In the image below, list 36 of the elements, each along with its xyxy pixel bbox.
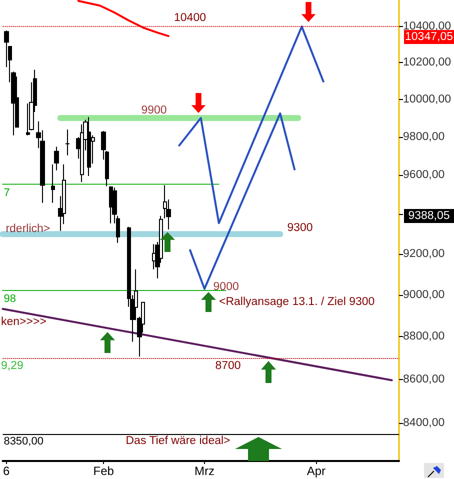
candlestick bbox=[65, 129, 70, 156]
text: 10347,05 bbox=[405, 31, 453, 43]
y-tick-label: 9600,00 bbox=[403, 169, 445, 182]
annotation: Das Tief wäre ideal> bbox=[126, 435, 231, 447]
y-tick-label: 10000,00 bbox=[403, 93, 452, 106]
annotation: 9,29 bbox=[1, 360, 24, 372]
x-tick-label: Feb bbox=[93, 464, 114, 478]
line-series bbox=[77, 0, 170, 38]
text: 9388,05 bbox=[408, 210, 450, 222]
series-label: 98 bbox=[4, 292, 16, 305]
ref-line-label: 8350,00 bbox=[4, 436, 44, 448]
candlestick bbox=[87, 116, 91, 176]
y-tick-label: 9000,00 bbox=[403, 288, 445, 301]
x-tick-label: 6 bbox=[2, 464, 10, 478]
annotation: 9900 bbox=[141, 104, 167, 116]
y-tick-label: 8800,00 bbox=[403, 330, 445, 343]
candlestick bbox=[54, 146, 59, 171]
annotation: rderlich> bbox=[6, 223, 50, 236]
annotation: ken>>>> bbox=[1, 316, 47, 328]
annotation: 9000 bbox=[213, 281, 239, 294]
y-tick-label: 9200,00 bbox=[403, 248, 445, 260]
candlestick bbox=[80, 124, 84, 182]
candlestick bbox=[109, 186, 113, 224]
y-tick-label: 9800,00 bbox=[403, 130, 445, 143]
y-tick-label: 10400,00 bbox=[403, 20, 452, 33]
candlestick bbox=[51, 164, 55, 204]
annotation: 10400 bbox=[174, 12, 206, 24]
x-tick-label: Mrz bbox=[194, 464, 214, 478]
x-tick-label: Apr bbox=[306, 464, 326, 478]
annotation: 9300 bbox=[287, 222, 313, 234]
y-tick-label: 8400,00 bbox=[403, 417, 445, 430]
annotation: <Rallyansage 13.1. / Ziel 9300 bbox=[219, 296, 375, 308]
annotation: 8700 bbox=[215, 360, 241, 372]
y-tick-label: 10200,00 bbox=[403, 56, 452, 69]
series-label: 7 bbox=[4, 186, 10, 199]
y-tick-label: 8600,00 bbox=[403, 373, 445, 386]
